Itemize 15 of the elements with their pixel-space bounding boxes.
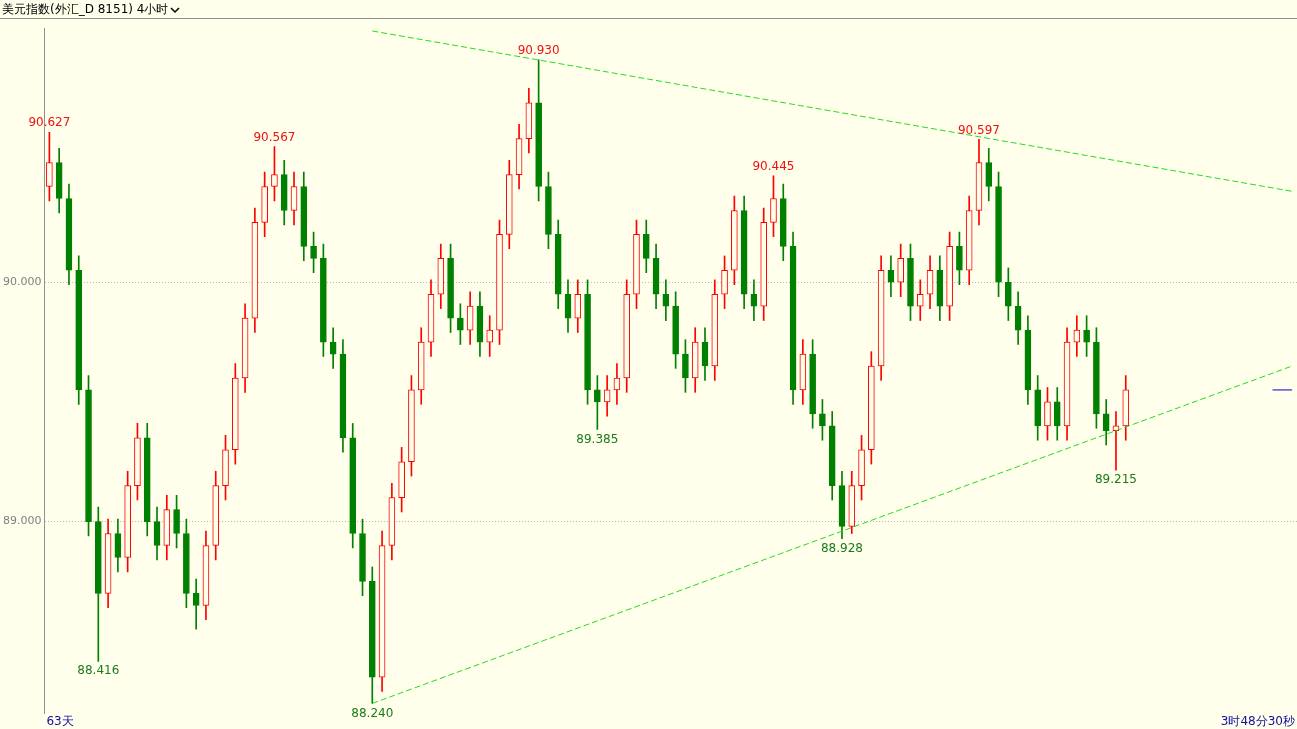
annotation: 89.385 (576, 431, 619, 446)
annotation: 90.445 (752, 158, 795, 173)
y-tick-label: 90.000 (2, 275, 42, 289)
text: 63天 (46, 714, 74, 729)
annotation: 90.627 (28, 115, 71, 130)
annotation: 88.416 (77, 663, 120, 678)
chart-title: 美元指数(外汇_D 8151) 4小时 (2, 2, 169, 16)
annotation: 90.567 (253, 129, 296, 144)
annotation: 89.215 (1094, 472, 1137, 487)
y-tick-label: 89.000 (2, 514, 42, 528)
annotation: 88.928 (820, 540, 863, 555)
annotation: 88.240 (351, 705, 394, 720)
annotation: 90.597 (957, 122, 1000, 137)
text: 3时48分30秒 (1220, 714, 1295, 729)
annotation: 90.930 (517, 42, 560, 57)
